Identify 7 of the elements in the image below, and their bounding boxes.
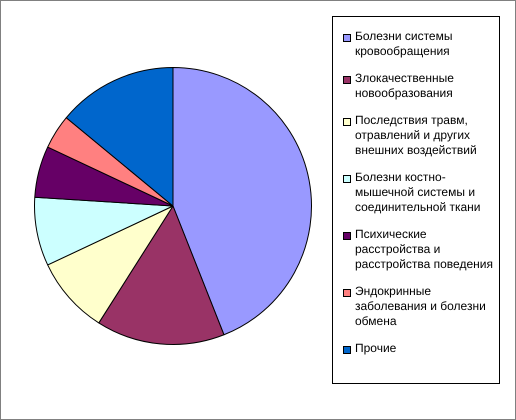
legend-label: Злокачественные новообразования [355,71,455,101]
legend-label: Эндокринные заболевания и болезни обмена [355,284,487,329]
legend-label: Последствия травм, отравлений и других внешних воздействий [355,113,478,158]
legend-label: Психические расстройства и расстройства поведения [355,227,493,272]
legend-label: Болезни костно-мышечной системы и соединительной ткани [355,170,482,215]
legend-label: Болезни системы кровообращения [355,29,454,59]
legend-label: Прочие [355,341,396,356]
